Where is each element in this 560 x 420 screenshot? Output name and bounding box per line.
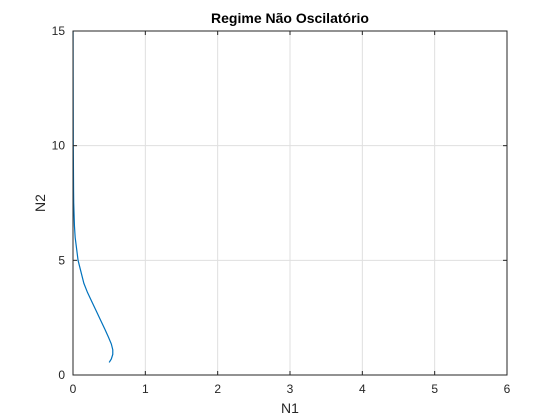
y-tick-label: 0 xyxy=(58,368,65,382)
grid xyxy=(73,31,507,375)
y-axis-label: N2 xyxy=(32,194,48,212)
x-tick-label: 2 xyxy=(214,382,221,396)
chart-title: Regime Não Oscilatório xyxy=(211,10,369,26)
y-tick-label: 5 xyxy=(58,253,65,267)
x-tick-label: 5 xyxy=(431,382,438,396)
y-tick-label: 10 xyxy=(52,139,66,153)
x-tick-label: 3 xyxy=(287,382,294,396)
x-tick-label: 6 xyxy=(504,382,511,396)
x-tick-label: 1 xyxy=(142,382,149,396)
x-axis-label: N1 xyxy=(281,400,299,416)
y-tick-label: 15 xyxy=(52,24,66,38)
x-tick-label: 4 xyxy=(359,382,366,396)
x-tick-label: 0 xyxy=(70,382,77,396)
ticks: 0 1 2 3 4 5 6 0 5 10 15 xyxy=(52,24,511,396)
